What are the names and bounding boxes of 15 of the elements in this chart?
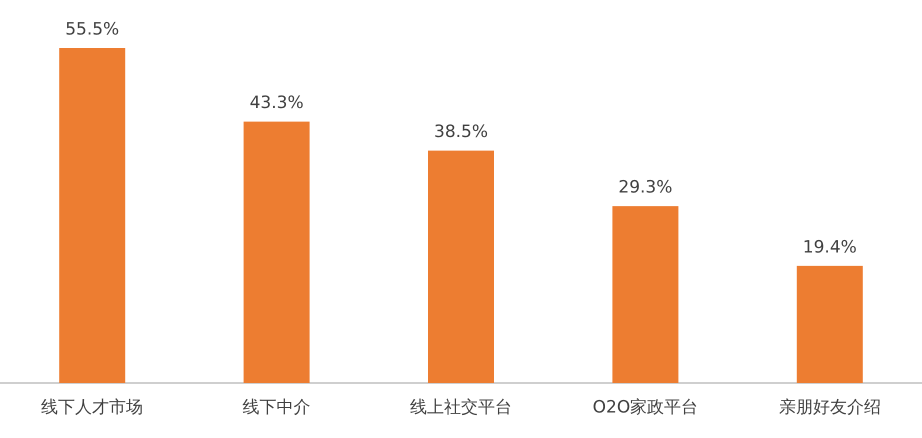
bar (428, 150, 494, 383)
x-tick-label: O2O家政平台 (592, 398, 698, 418)
bar (612, 206, 678, 383)
data-label: 55.5% (65, 20, 120, 40)
x-tick-label: 线下人才市场 (41, 398, 144, 418)
x-tick-label: 线下中介 (242, 398, 311, 418)
x-tick-label: 亲朋好友介绍 (778, 398, 881, 418)
bar (59, 48, 126, 383)
data-label: 38.5% (434, 122, 488, 142)
data-label: 43.3% (250, 93, 304, 114)
x-tick-label: 线上社交平台 (410, 398, 512, 418)
data-label: 19.4% (802, 237, 857, 258)
bar (244, 122, 310, 383)
bar (796, 266, 863, 383)
data-label: 29.3% (618, 178, 672, 198)
